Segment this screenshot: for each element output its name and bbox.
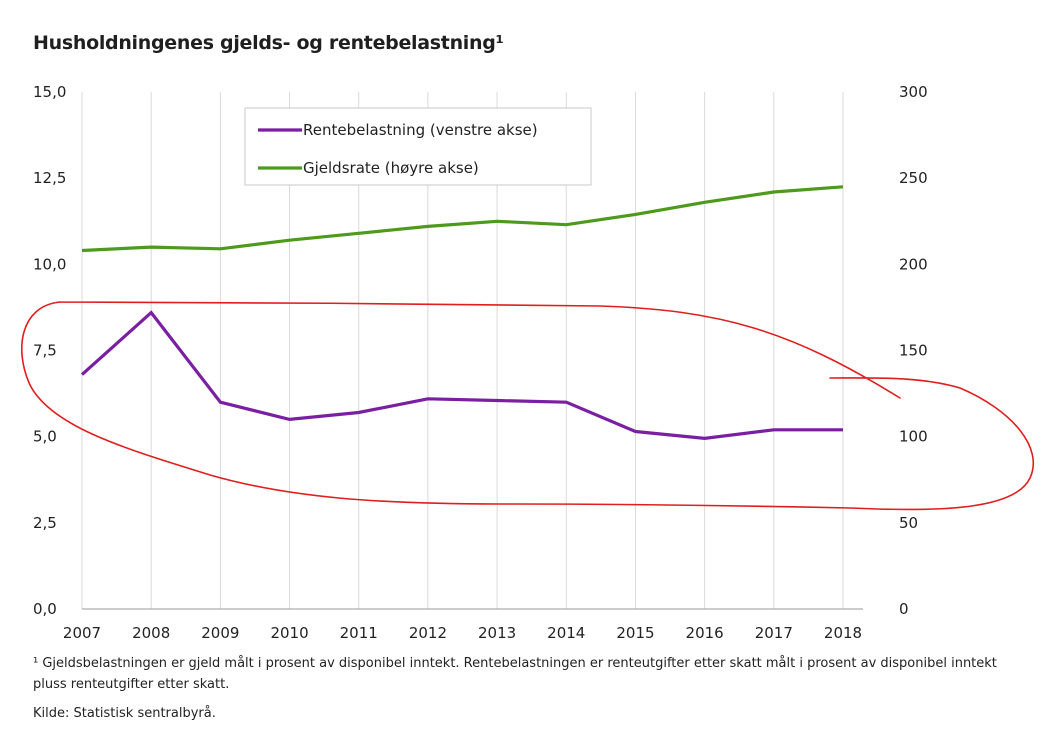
x-tick-label: 2016 [686, 624, 724, 642]
series-line [81, 185, 844, 253]
left-tick-label: 5,0 [33, 428, 57, 446]
x-axis: 2007 2008 2009 2010 2011 2012 2013 2014 2015 2016… [63, 624, 862, 642]
x-tick-label: 2018 [824, 624, 862, 642]
footnote: ¹ Gjeldsbelastningen er gjeld målt i pro… [33, 656, 997, 692]
right-tick-label: 300 [899, 83, 928, 101]
right-tick-label: 0 [899, 600, 909, 618]
left-tick-label: 7,5 [33, 342, 57, 360]
right-axis: 0 50 100 150 200 250 300 [899, 83, 928, 618]
legend-label: Rentebelastning (venstre akse) [303, 121, 538, 139]
right-tick-label: 250 [899, 169, 928, 187]
x-tick-label: 2015 [616, 624, 654, 642]
x-tick-label: 2011 [340, 624, 378, 642]
x-tick-label: 2013 [478, 624, 516, 642]
chart-title: Husholdningenes gjelds- og rentebelastni… [33, 32, 504, 54]
legend: Rentebelastning (venstre akse) Gjeldsrate… [244, 107, 592, 186]
gridlines [81, 92, 863, 610]
left-tick-label: 15,0 [33, 83, 66, 101]
left-axis: 0,0 2,5 5,0 7,5 10,0 12,5 15,0 [33, 83, 66, 618]
annotation-loop [20, 301, 1035, 511]
red-annotation [20, 301, 1035, 511]
left-tick-label: 2,5 [33, 514, 57, 532]
right-tick-label: 50 [899, 514, 918, 532]
legend-box [244, 107, 592, 186]
right-tick-label: 200 [899, 255, 928, 273]
x-tick-label: 2007 [63, 624, 101, 642]
x-tick-label: 2008 [132, 624, 170, 642]
x-tick-label: 2017 [755, 624, 793, 642]
legend-label: Gjeldsrate (høyre akse) [303, 159, 479, 177]
x-tick-label: 2010 [270, 624, 308, 642]
right-tick-label: 150 [899, 342, 928, 360]
left-tick-label: 10,0 [33, 255, 66, 273]
series-line [80, 310, 843, 441]
x-tick-label: 2009 [201, 624, 239, 642]
left-tick-label: 0,0 [33, 600, 57, 618]
x-tick-label: 2014 [547, 624, 585, 642]
source-note: Kilde: Statistisk sentralbyrå. [33, 706, 216, 721]
right-tick-label: 100 [899, 428, 928, 446]
left-tick-label: 12,5 [33, 169, 66, 187]
series-lines [80, 185, 844, 441]
x-tick-label: 2012 [409, 624, 447, 642]
